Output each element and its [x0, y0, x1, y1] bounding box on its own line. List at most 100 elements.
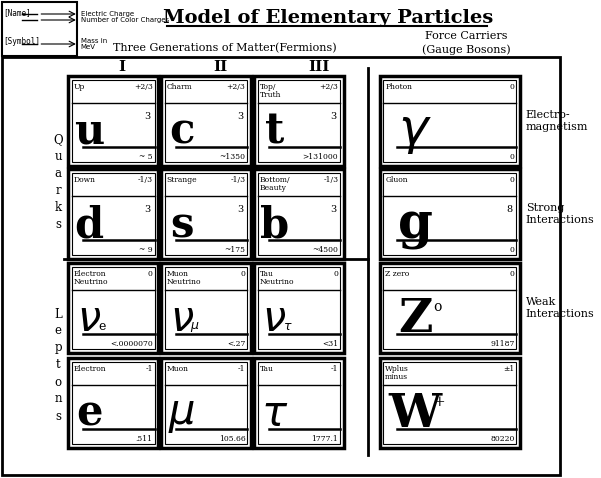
- Bar: [161, 358, 251, 448]
- Text: ~1350: ~1350: [219, 153, 246, 161]
- Text: Weak
Interactions: Weak Interactions: [526, 297, 594, 319]
- Text: Muon
Neutrino: Muon Neutrino: [167, 270, 201, 286]
- Text: -1: -1: [331, 365, 338, 373]
- Text: 0: 0: [510, 176, 514, 184]
- Text: 3: 3: [330, 111, 337, 120]
- Bar: [258, 267, 340, 349]
- Text: Model of Elementary Particles: Model of Elementary Particles: [163, 9, 493, 27]
- Text: 3: 3: [237, 205, 243, 214]
- Bar: [69, 169, 159, 259]
- Bar: [380, 263, 520, 353]
- Bar: [380, 76, 520, 166]
- Text: 3: 3: [145, 111, 151, 120]
- Text: I: I: [118, 60, 126, 74]
- Text: <.27: <.27: [227, 340, 246, 348]
- Bar: [72, 173, 154, 255]
- Text: ±1: ±1: [503, 365, 514, 373]
- Bar: [254, 358, 344, 448]
- Text: ~ 9: ~ 9: [139, 246, 153, 254]
- Text: Strong
Interactions: Strong Interactions: [526, 203, 594, 225]
- Text: Strange: Strange: [167, 176, 198, 184]
- Text: d: d: [75, 204, 103, 246]
- Text: Gluon: Gluon: [385, 176, 408, 184]
- Text: t: t: [265, 111, 284, 153]
- Text: Tau: Tau: [260, 365, 273, 373]
- Text: u: u: [74, 111, 104, 153]
- Text: -1/3: -1/3: [230, 176, 246, 184]
- Bar: [380, 358, 520, 448]
- Text: +2/3: +2/3: [227, 83, 246, 91]
- Text: -1/3: -1/3: [323, 176, 338, 184]
- Bar: [258, 362, 340, 444]
- Text: <.0000070: <.0000070: [110, 340, 153, 348]
- Text: Number of Color Charges: Number of Color Charges: [81, 17, 169, 23]
- Text: Electro-
magnetism: Electro- magnetism: [526, 110, 588, 132]
- Bar: [161, 263, 251, 353]
- Text: 0: 0: [510, 83, 514, 91]
- Text: 0: 0: [240, 270, 246, 278]
- Text: o: o: [433, 300, 442, 314]
- Text: Down: Down: [74, 176, 96, 184]
- Text: II: II: [213, 60, 227, 74]
- Text: -1: -1: [238, 365, 246, 373]
- Bar: [383, 80, 516, 162]
- Text: c: c: [169, 111, 195, 153]
- Bar: [69, 76, 159, 166]
- Text: L
e
p
t
o
n
s: L e p t o n s: [54, 307, 62, 423]
- Text: 1777.1: 1777.1: [311, 435, 338, 443]
- Text: [Symbol]: [Symbol]: [4, 37, 41, 46]
- Bar: [165, 80, 248, 162]
- Text: Electric Charge: Electric Charge: [81, 11, 134, 17]
- Text: Electron: Electron: [74, 365, 106, 373]
- Text: $\nu$: $\nu$: [77, 298, 101, 340]
- Text: $\tau$: $\tau$: [261, 393, 288, 435]
- Text: Muon: Muon: [167, 365, 189, 373]
- Text: 3: 3: [145, 205, 151, 214]
- Text: 3: 3: [330, 205, 337, 214]
- Text: ~ 5: ~ 5: [139, 153, 153, 161]
- Text: III: III: [308, 60, 329, 74]
- Text: 105.66: 105.66: [219, 435, 246, 443]
- Text: 0: 0: [510, 270, 514, 278]
- Text: $\mu$: $\mu$: [190, 320, 200, 334]
- Text: Bottom/
Beauty: Bottom/ Beauty: [260, 176, 290, 192]
- Bar: [380, 169, 520, 259]
- Bar: [258, 80, 340, 162]
- Bar: [383, 267, 516, 349]
- Text: -1/3: -1/3: [138, 176, 153, 184]
- Text: s: s: [170, 204, 194, 246]
- Text: Top/
Truth: Top/ Truth: [260, 83, 281, 99]
- Text: 80220: 80220: [490, 435, 514, 443]
- Text: e: e: [76, 393, 102, 435]
- Text: +: +: [434, 395, 445, 409]
- Text: W: W: [389, 391, 442, 437]
- Text: Charm: Charm: [167, 83, 192, 91]
- Bar: [72, 80, 154, 162]
- Text: ~4500: ~4500: [313, 246, 338, 254]
- Bar: [72, 267, 154, 349]
- Bar: [2, 2, 77, 56]
- Text: g: g: [398, 200, 433, 250]
- Bar: [383, 173, 516, 255]
- Text: Force Carriers
(Gauge Bosons): Force Carriers (Gauge Bosons): [423, 32, 511, 54]
- Bar: [69, 263, 159, 353]
- Text: $\nu$: $\nu$: [263, 298, 287, 340]
- Text: Mass in: Mass in: [81, 38, 107, 44]
- Bar: [254, 263, 344, 353]
- Bar: [254, 76, 344, 166]
- Text: Z zero: Z zero: [385, 270, 409, 278]
- Bar: [254, 169, 344, 259]
- Text: +2/3: +2/3: [134, 83, 153, 91]
- Bar: [165, 362, 248, 444]
- Text: 0: 0: [510, 246, 514, 254]
- Text: ~175: ~175: [225, 246, 246, 254]
- Text: $\gamma$: $\gamma$: [398, 108, 432, 156]
- Text: e: e: [99, 321, 106, 334]
- Bar: [165, 173, 248, 255]
- Text: $\nu$: $\nu$: [169, 298, 194, 340]
- Text: 8: 8: [507, 205, 513, 214]
- Text: 0: 0: [334, 270, 338, 278]
- Text: [Name]: [Name]: [4, 8, 31, 17]
- Bar: [383, 362, 516, 444]
- Text: MeV: MeV: [81, 44, 96, 50]
